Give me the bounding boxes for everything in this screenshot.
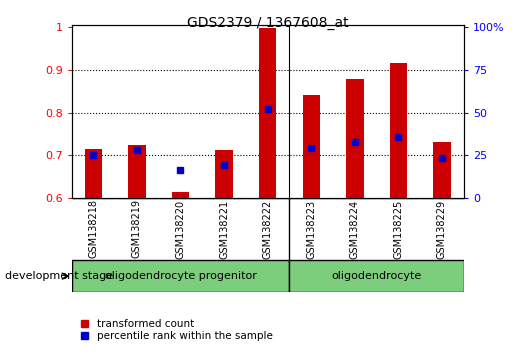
Text: GSM138221: GSM138221 <box>219 200 229 259</box>
Text: GSM138220: GSM138220 <box>175 200 186 259</box>
Text: GSM138218: GSM138218 <box>89 200 99 258</box>
Text: GSM138229: GSM138229 <box>437 200 447 259</box>
Text: GSM138225: GSM138225 <box>393 200 403 259</box>
Legend: transformed count, percentile rank within the sample: transformed count, percentile rank withi… <box>77 315 277 345</box>
Bar <box>390 63 407 198</box>
Bar <box>433 142 450 198</box>
Text: GSM138222: GSM138222 <box>263 200 272 259</box>
Bar <box>346 79 364 198</box>
Bar <box>128 145 146 198</box>
Bar <box>172 192 189 198</box>
Text: GSM138223: GSM138223 <box>306 200 316 259</box>
Bar <box>289 260 464 292</box>
Text: GSM138219: GSM138219 <box>132 200 142 258</box>
Bar <box>85 149 102 198</box>
Text: oligodendrocyte progenitor: oligodendrocyte progenitor <box>104 271 257 281</box>
Text: development stage: development stage <box>5 271 113 281</box>
Bar <box>72 260 289 292</box>
Bar <box>215 150 233 198</box>
Bar <box>259 28 276 198</box>
Bar <box>303 96 320 198</box>
Text: GSM138224: GSM138224 <box>350 200 360 259</box>
Text: oligodendrocyte: oligodendrocyte <box>331 271 422 281</box>
Text: GDS2379 / 1367608_at: GDS2379 / 1367608_at <box>187 16 348 30</box>
